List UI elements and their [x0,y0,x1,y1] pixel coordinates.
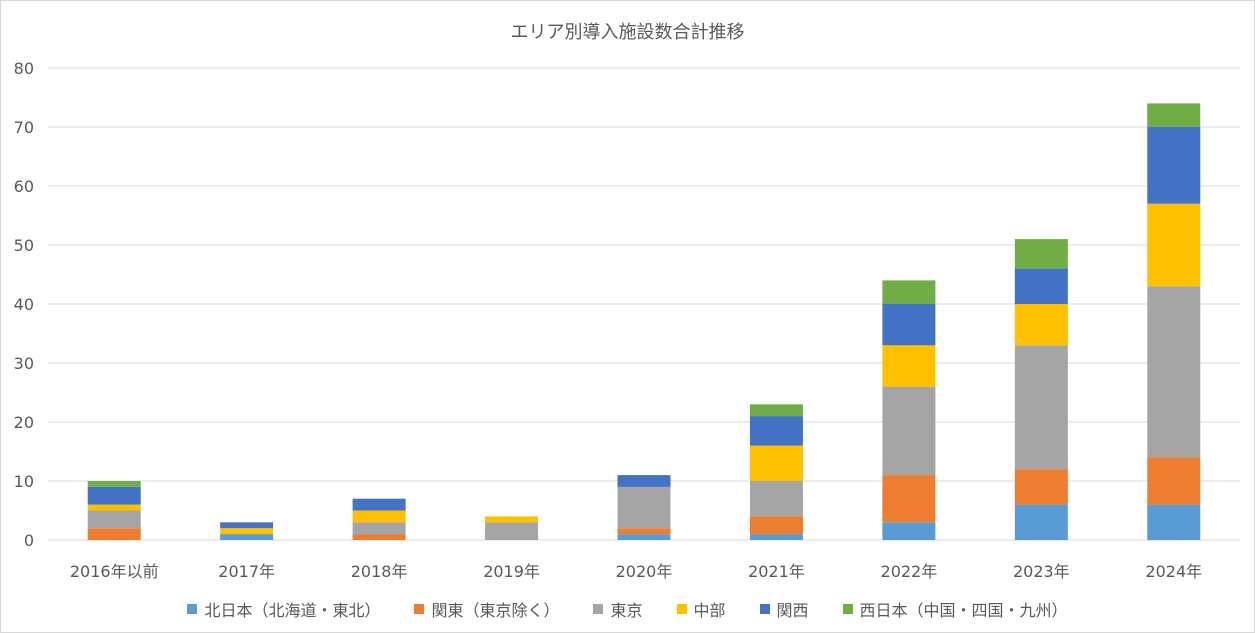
y-tick-label: 0 [24,531,34,550]
legend-swatch [676,604,687,614]
bar-segment [485,522,539,540]
legend-swatch [842,604,853,614]
x-tick-label: 2016年以前 [70,562,159,581]
bar-segment [749,416,803,446]
legend-item: 中部 [676,597,726,621]
x-tick-label: 2019年 [483,562,540,581]
bar-segment [220,528,274,535]
x-tick-label: 2018年 [351,562,408,581]
bar-segment [220,522,274,529]
bar-segment [352,534,406,540]
y-tick-label: 50 [14,236,34,255]
bar-segment [1014,345,1068,470]
bar-segment [882,386,936,476]
bar-segment [1147,457,1201,505]
bar-segment [87,486,141,505]
bar-segment [352,510,406,523]
y-tick-label: 30 [14,354,34,373]
bar-segment [882,280,936,304]
y-tick-label: 40 [14,295,34,314]
legend-swatch [414,604,425,614]
legend-label: 関東（東京除く） [431,601,560,620]
bar-segment [87,528,141,540]
bar-segment [352,522,406,535]
bar-segment [749,516,803,535]
bar-segment [617,486,671,529]
bar-segment [617,534,671,540]
legend-swatch [759,604,770,614]
legend-label: 東京 [610,601,643,620]
x-tick-label: 2020年 [616,562,673,581]
x-tick-label: 2021年 [748,562,805,581]
legend-swatch [593,604,604,614]
bar-segment [617,475,671,487]
bar-segment [749,404,803,417]
bar-segment [882,304,936,346]
bar-segment [1014,268,1068,304]
legend-item: 西日本（中国・四国・九州） [842,597,1068,621]
x-tick-label: 2022年 [881,562,938,581]
legend-item: 北日本（北海道・東北） [187,597,380,621]
x-tick-label: 2024年 [1145,562,1202,581]
y-tick-label: 10 [14,472,34,491]
bar-segment [1014,304,1068,346]
bar-segment [882,475,936,523]
chart-title: エリア別導入施設数合計推移 [510,22,745,43]
bar-segment [749,534,803,540]
bar-segment [882,345,936,387]
bar-segment [749,481,803,517]
y-tick-label: 70 [14,118,34,137]
legend-item: 関東（東京除く） [414,597,559,621]
bar-segment [485,516,539,523]
bar-segment [1014,469,1068,505]
x-tick-label: 2017年 [218,562,275,581]
legend-label: 北日本（北海道・東北） [204,601,381,620]
bar-segment [352,498,406,511]
y-tick-label: 80 [14,59,34,78]
bar-segment [1147,103,1201,127]
bar-segment [87,510,141,529]
bar-segment [882,522,936,540]
legend-swatch [187,604,198,614]
bar-segment [87,504,141,511]
legend-label: 西日本（中国・四国・九州） [859,601,1068,620]
bar-segment [1147,203,1201,287]
bar-segment [1147,504,1201,540]
bar-segment [749,445,803,481]
chart-legend: 北日本（北海道・東北） 関東（東京除く） 東京 中部 関西 西日本（中国・四国・九州） [0,597,1255,621]
x-tick-label: 2023年 [1013,562,1070,581]
y-tick-label: 20 [14,413,34,432]
legend-item: 関西 [759,597,809,621]
bar-segment [1147,127,1201,204]
bar-segment [220,534,274,540]
legend-item: 東京 [593,597,643,621]
legend-label: 関西 [776,601,809,620]
bar-segment [617,528,671,535]
bar-segment [1014,504,1068,540]
bar-segment [87,481,141,487]
bar-segment [1014,239,1068,269]
legend-label: 中部 [693,601,726,620]
y-tick-label: 60 [14,177,34,196]
bar-segment [1147,286,1201,458]
